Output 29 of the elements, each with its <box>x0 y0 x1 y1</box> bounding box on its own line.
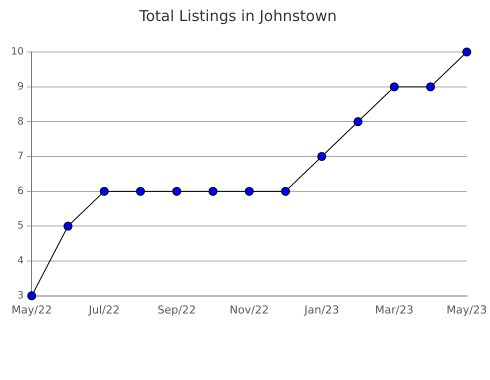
y-tick-label: 4 <box>17 256 24 267</box>
y-tick-label: 5 <box>17 220 24 232</box>
y-tick-label: 8 <box>17 116 24 128</box>
x-tick-label: Sep/22 <box>158 303 196 316</box>
x-tick-label: May/23 <box>446 303 488 316</box>
point <box>281 186 290 196</box>
point <box>27 291 36 300</box>
point <box>390 82 399 92</box>
point <box>317 152 326 161</box>
x-tick-label: May/22 <box>12 303 52 316</box>
y-tick-label: 3 <box>17 290 24 302</box>
point <box>462 48 472 56</box>
x-tick-label: Jan/23 <box>303 303 340 316</box>
chart-title: Total Listings in Johnstown <box>138 6 337 25</box>
point <box>63 222 72 231</box>
point <box>244 186 254 196</box>
x-tick-label: Nov/22 <box>230 303 269 316</box>
point <box>100 186 109 196</box>
point <box>426 82 436 92</box>
point <box>208 186 218 196</box>
point <box>136 186 145 196</box>
y-tick-label: 7 <box>17 151 24 162</box>
x-tick-label: Mar/23 <box>375 303 414 316</box>
x-tick-label: Jul/22 <box>88 303 120 316</box>
y-tick-label: 6 <box>17 186 24 197</box>
point <box>354 117 363 126</box>
point <box>172 186 182 196</box>
y-tick-label: 10 <box>10 46 24 58</box>
y-tick-label: 9 <box>17 81 24 92</box>
